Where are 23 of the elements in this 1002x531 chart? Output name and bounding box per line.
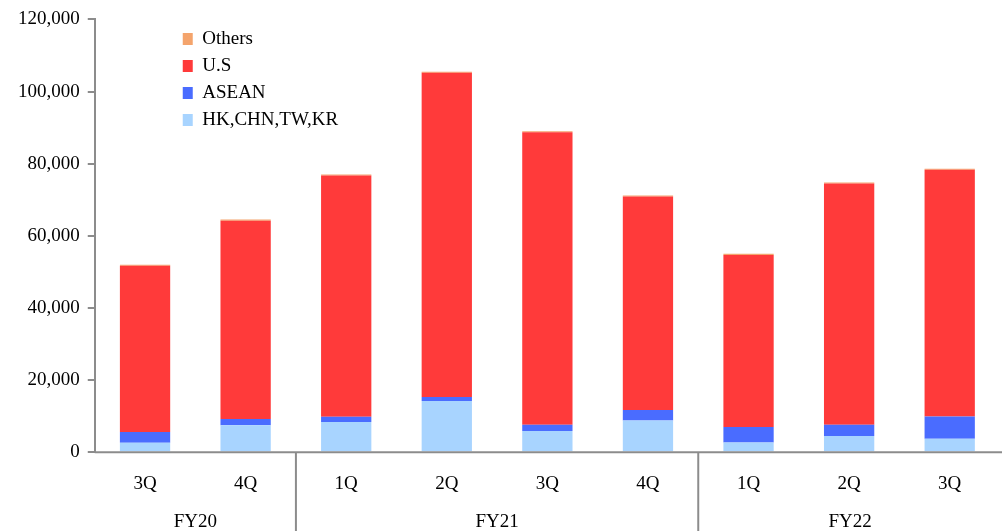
- x-tick-label: 4Q: [636, 471, 660, 493]
- y-tick-label: 120,000: [18, 7, 80, 29]
- y-tick-label: 60,000: [27, 223, 80, 245]
- y-tick-label: 40,000: [27, 295, 80, 317]
- x-tick-label: 2Q: [435, 471, 459, 493]
- text: FY21: [475, 510, 519, 531]
- y-tick-label: 80,000: [27, 151, 80, 173]
- y-tick-label: 100,000: [18, 79, 80, 101]
- y-tick-label: 0: [70, 440, 80, 462]
- y-tick-label: 20,000: [27, 368, 80, 390]
- x-tick-label: 3Q: [535, 471, 560, 493]
- x-tick-label: 1Q: [736, 471, 761, 493]
- text: FY20: [173, 510, 217, 531]
- x-tick-label: 4Q: [234, 471, 258, 493]
- x-tick-label: 3Q: [133, 471, 157, 493]
- text: FY22: [828, 510, 872, 531]
- x-tick-label: 2Q: [837, 471, 862, 493]
- x-tick-label: 1Q: [334, 471, 359, 493]
- legend-label: ASEAN: [202, 80, 266, 102]
- legend-label: U.S: [202, 53, 232, 75]
- legend-label: HK,CHN,TW,KR: [202, 107, 339, 129]
- x-tick-label: 3Q: [938, 471, 962, 493]
- legend-label: Others: [202, 26, 253, 48]
